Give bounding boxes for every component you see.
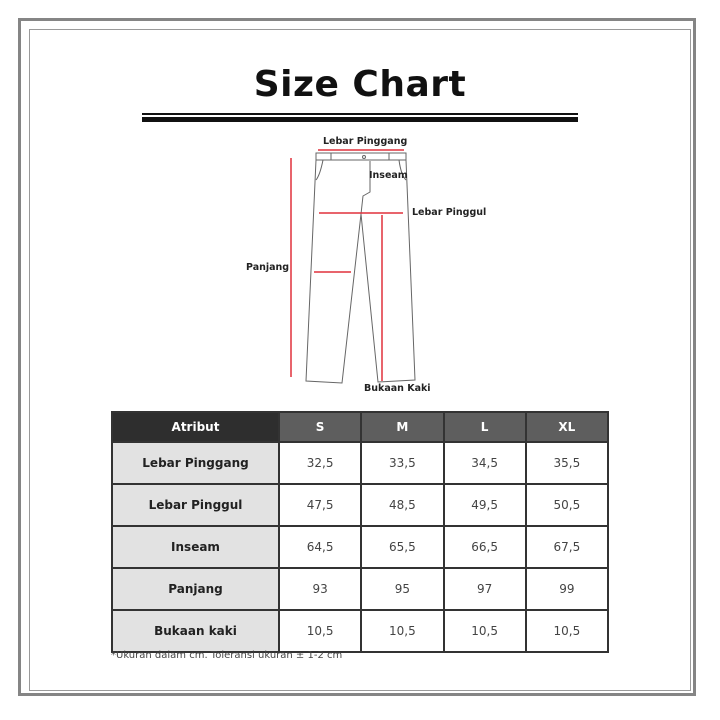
row-label: Lebar Pinggang	[111, 441, 280, 485]
table-cell: 32,5	[277, 441, 363, 485]
table-cell: 65,5	[360, 525, 445, 569]
table-cell: 33,5	[360, 441, 445, 485]
table-row: Inseam 64,5 65,5 66,5 67,5	[111, 525, 610, 569]
label-length: Panjang	[246, 262, 290, 273]
table-cell: 50,5	[524, 483, 610, 527]
header-size-s: S	[277, 411, 363, 443]
row-label: Lebar Pinggul	[111, 483, 280, 527]
header-size-xl: XL	[524, 411, 610, 443]
header-size-l: L	[442, 411, 527, 443]
table-cell: 93	[277, 567, 363, 611]
table-cell: 34,5	[442, 441, 527, 485]
outer-frame	[18, 18, 696, 696]
inner-frame	[29, 29, 691, 691]
table-cell: 64,5	[277, 525, 363, 569]
header-attribute: Atribut	[111, 411, 280, 443]
table-row: Panjang 93 95 97 99	[111, 567, 610, 611]
table-header-row: Atribut S M L XL	[111, 411, 610, 443]
title-rule-thin	[142, 113, 578, 115]
size-table: Atribut S M L XL Lebar Pinggang 32,5 33,5 3…	[111, 411, 610, 653]
table-cell: 95	[360, 567, 445, 611]
table-cell: 10,5	[524, 609, 610, 653]
table-cell: 97	[442, 567, 527, 611]
label-waist: Lebar Pinggang	[323, 136, 408, 147]
table-cell: 67,5	[524, 525, 610, 569]
row-label: Inseam	[111, 525, 280, 569]
row-label: Bukaan kaki	[111, 609, 280, 653]
label-hip: Lebar Pinggul	[412, 207, 487, 218]
table-cell: 10,5	[277, 609, 363, 653]
label-inseam: Inseam	[369, 170, 408, 181]
pants-outline	[305, 152, 416, 384]
table-cell: 10,5	[442, 609, 527, 653]
page-title: Size Chart	[253, 64, 467, 105]
table-cell: 35,5	[524, 441, 610, 485]
title-rule-thick	[142, 117, 578, 122]
header-size-m: M	[360, 411, 445, 443]
table-cell: 48,5	[360, 483, 445, 527]
measure-lines	[290, 149, 404, 381]
table-cell: 66,5	[442, 525, 527, 569]
table-cell: 47,5	[277, 483, 363, 527]
table-row: Lebar Pinggul 47,5 48,5 49,5 50,5	[111, 483, 610, 527]
table-cell: 99	[524, 567, 610, 611]
row-label: Panjang	[111, 567, 280, 611]
table-row: Bukaan kaki 10,5 10,5 10,5 10,5	[111, 609, 610, 653]
table-cell: 10,5	[360, 609, 445, 653]
size-note: *Ukuran dalam cm. Toleransi ukuran ± 1-2…	[111, 650, 343, 661]
label-leg-opening: Bukaan Kaki	[364, 383, 431, 394]
table-row: Lebar Pinggang 32,5 33,5 34,5 35,5	[111, 441, 610, 485]
table-cell: 49,5	[442, 483, 527, 527]
